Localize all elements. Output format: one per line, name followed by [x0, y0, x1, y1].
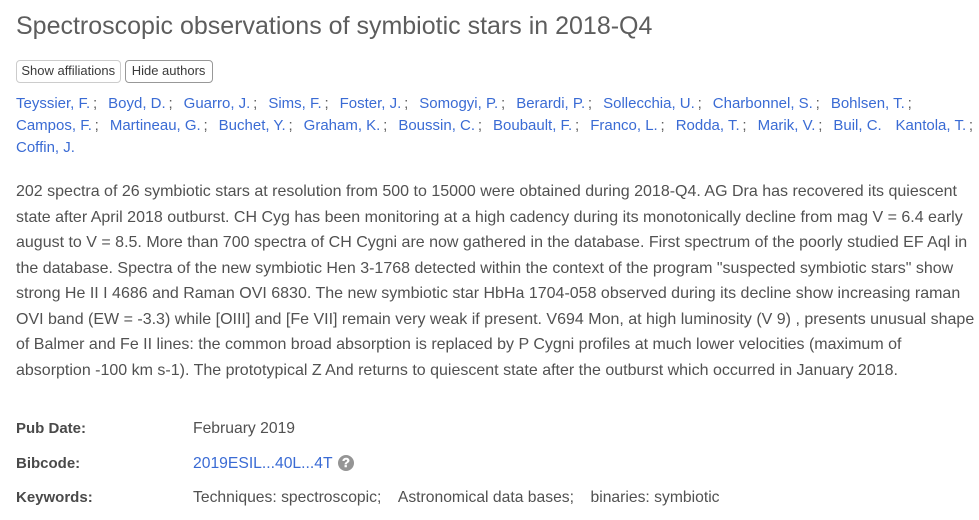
svg-text:?: ?: [342, 455, 350, 470]
